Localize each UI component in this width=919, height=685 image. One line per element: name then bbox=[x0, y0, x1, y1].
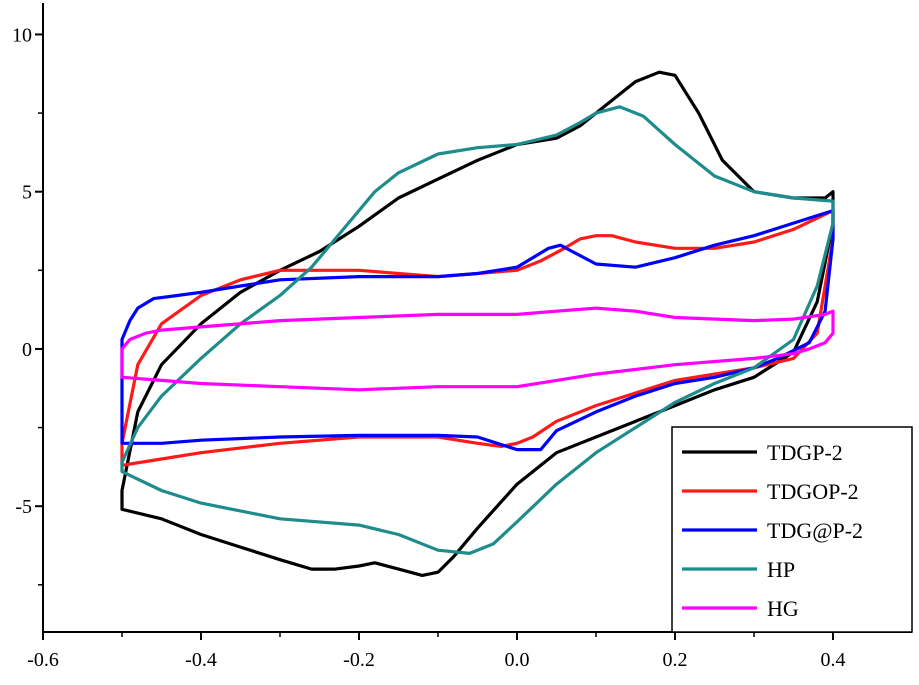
y-tick-label: 10 bbox=[12, 24, 32, 46]
x-tick-label: -0.4 bbox=[185, 649, 217, 671]
legend-label: TDGP-2 bbox=[767, 440, 843, 465]
series-line-tdg-p-2 bbox=[120, 209, 835, 452]
legend-label: HP bbox=[767, 557, 795, 582]
legend-label: TDG@P-2 bbox=[767, 518, 863, 543]
y-tick-label: 5 bbox=[22, 182, 32, 204]
x-tick-label: 0.4 bbox=[821, 649, 846, 671]
y-tick-label: -5 bbox=[15, 496, 32, 518]
legend-label: TDGOP-2 bbox=[767, 479, 859, 504]
x-tick-label: -0.2 bbox=[343, 649, 375, 671]
series-line-hp bbox=[120, 105, 835, 555]
series-line-tdgop-2 bbox=[120, 209, 835, 467]
y-tick-label: 0 bbox=[22, 339, 32, 361]
chart-legend: TDGP-2 TDGOP-2 TDG@P-2 HP HG bbox=[671, 426, 913, 633]
series-line-hg bbox=[120, 306, 835, 392]
legend-label: HG bbox=[767, 596, 799, 621]
x-tick-label: 0.0 bbox=[505, 649, 530, 671]
x-tick-label: -0.6 bbox=[27, 649, 59, 671]
chart-curves bbox=[120, 70, 835, 577]
x-tick-label: 0.2 bbox=[663, 649, 688, 671]
chart-axes: -0.6 -0.4 -0.2 0.0 0.2 0.4 10 5 0 -5 bbox=[12, 24, 846, 671]
